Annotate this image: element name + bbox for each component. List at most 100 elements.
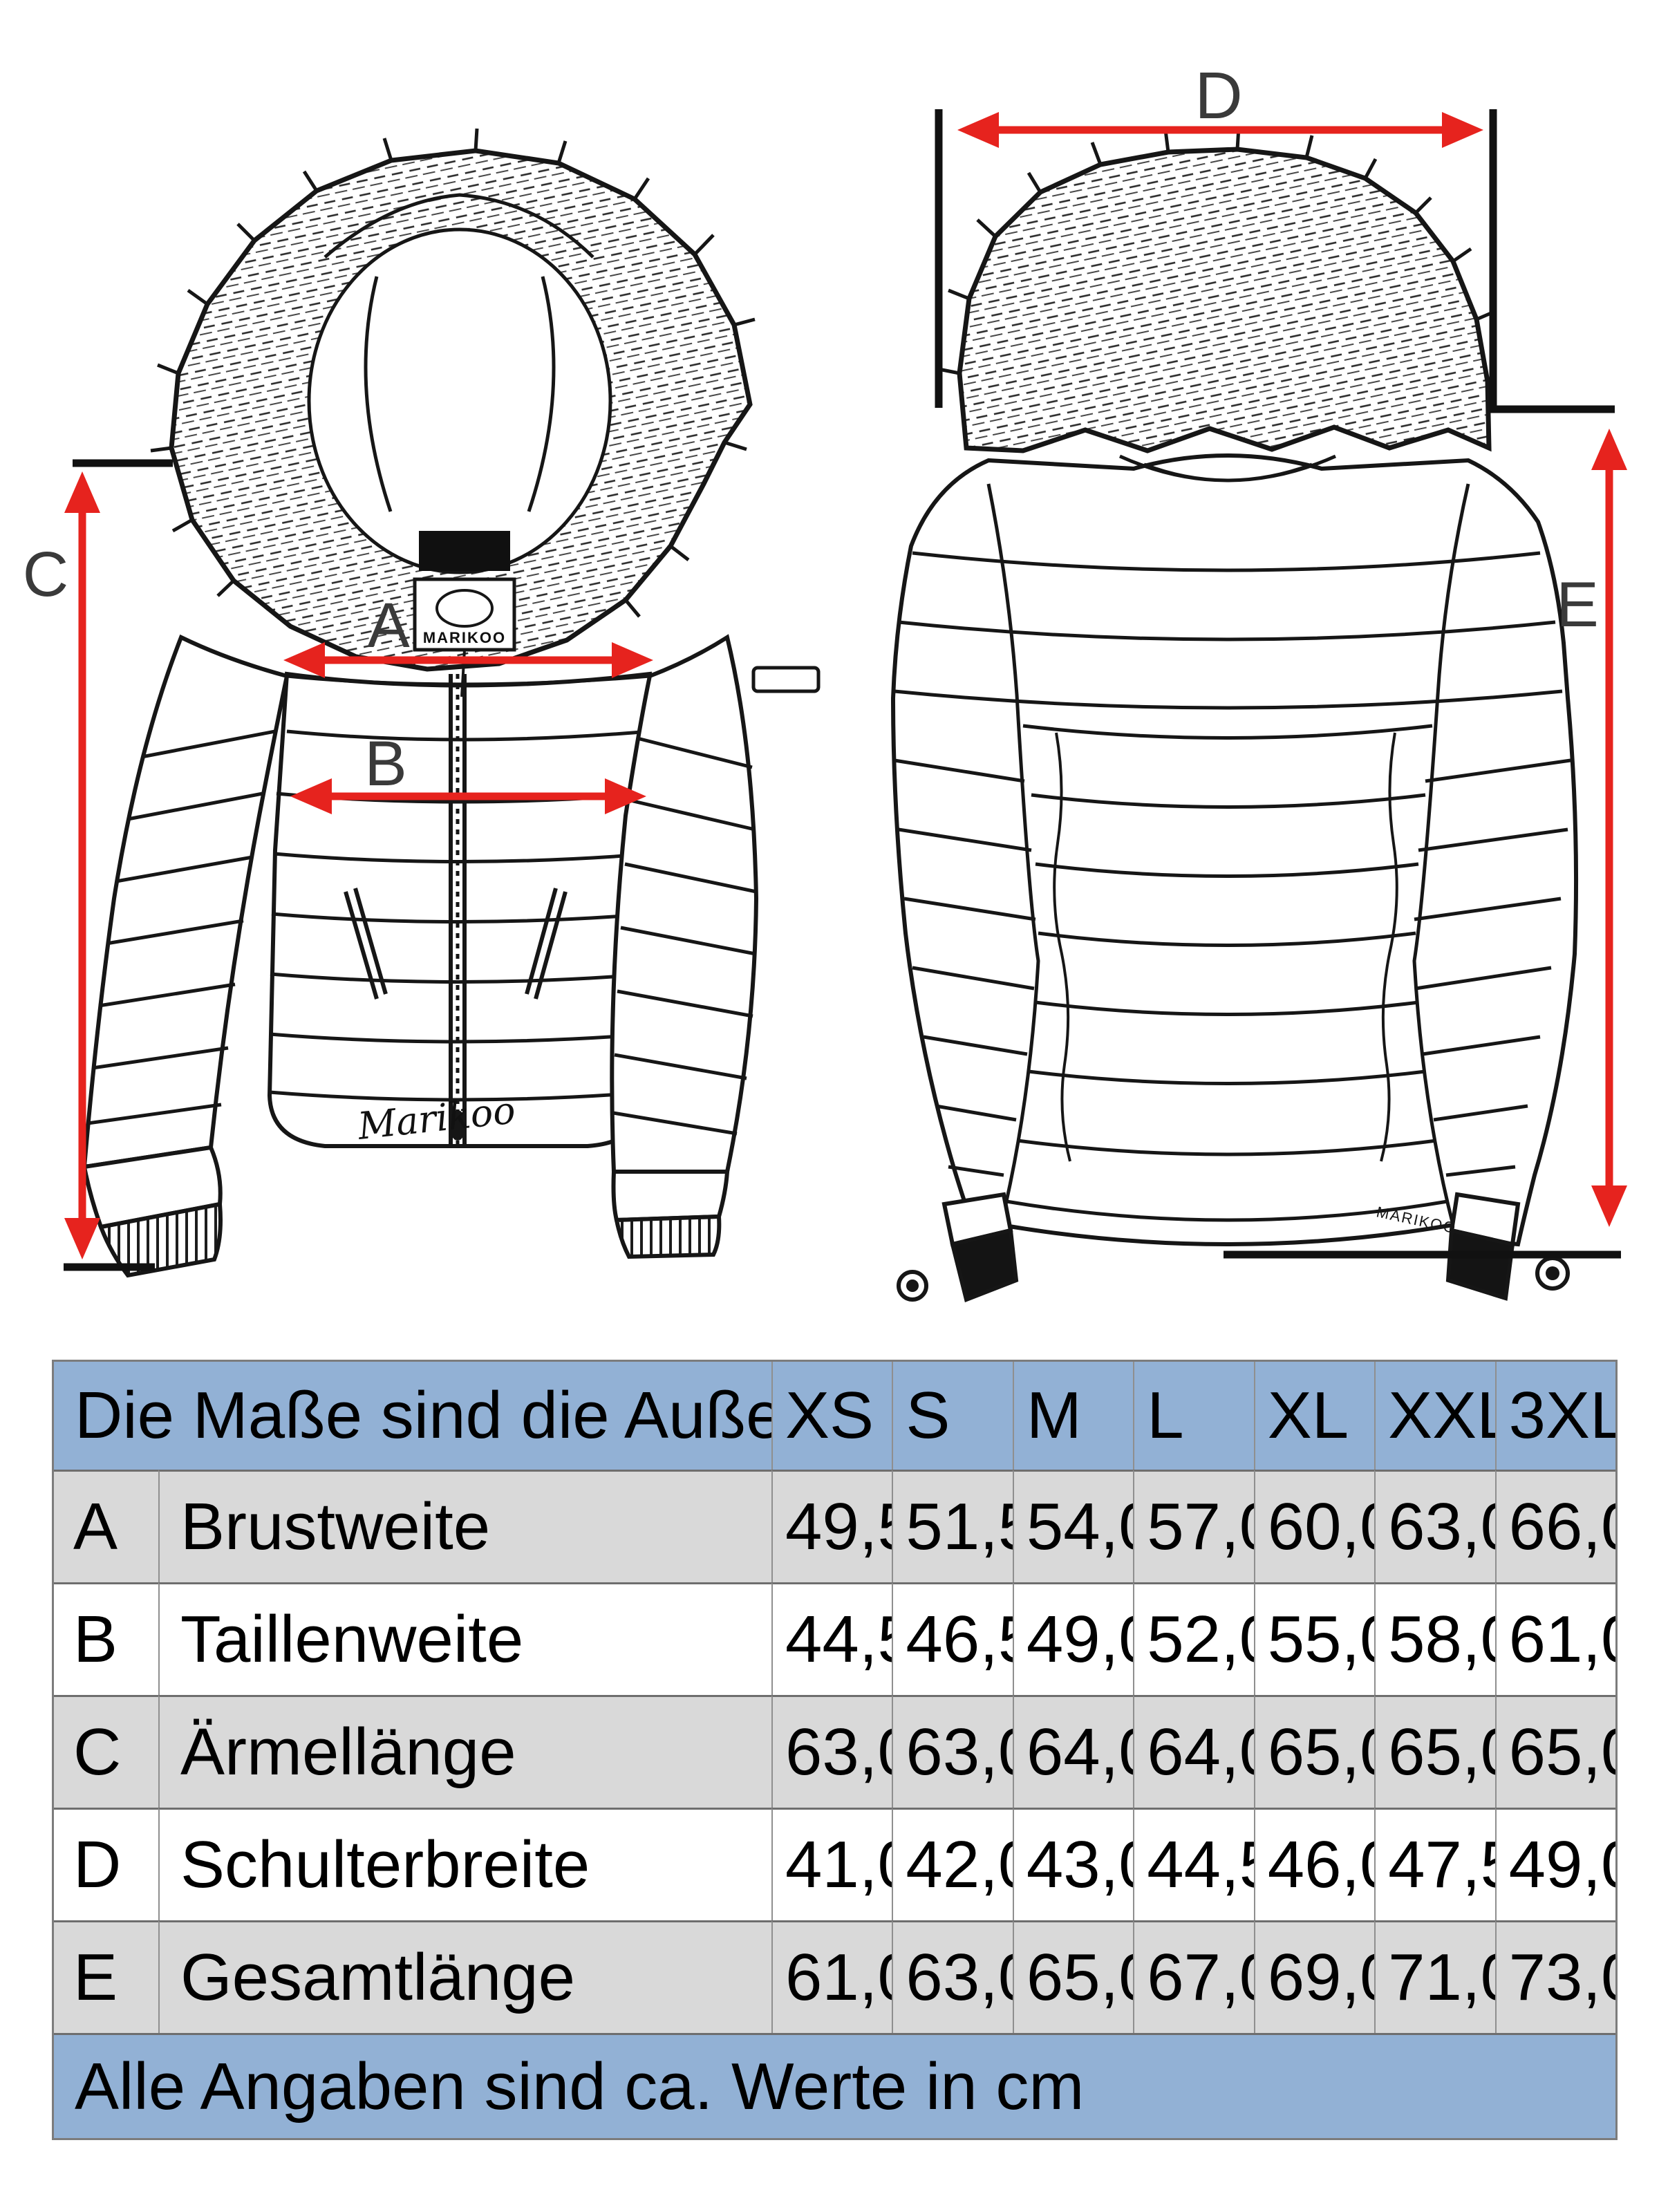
measure-value-cell: 47,5 xyxy=(1374,1808,1495,1920)
measure-label-a: A xyxy=(367,590,410,661)
back-fur-hood xyxy=(957,147,1492,453)
measure-value-cell: 63,0 xyxy=(892,1920,1013,2033)
arrow-a xyxy=(283,642,653,678)
table-footer-note: Alle Angaben sind ca. Werte in cm xyxy=(54,2033,1615,2138)
measure-value-cell: 64,0 xyxy=(1133,1695,1254,1808)
arrow-c xyxy=(64,471,100,1259)
front-right-sleeve-quilt xyxy=(612,736,757,1136)
front-right-cuff-rib xyxy=(614,1214,722,1259)
measure-value-cell: 49,0 xyxy=(1494,1808,1615,1920)
measure-value-cell: 58,0 xyxy=(1374,1582,1495,1695)
measure-name-cell: Brustweite xyxy=(158,1470,771,1582)
collar-brand-text: MARIKOO xyxy=(423,629,506,646)
back-jacket-drawing: MARIKOO xyxy=(890,126,1579,1303)
measure-name-cell: Ärmellänge xyxy=(158,1695,771,1808)
measure-value-cell: 63,0 xyxy=(892,1695,1013,1808)
diagram-svg: Marikoo MARIKOO xyxy=(23,59,1627,1303)
measure-value-cell: 51,5 xyxy=(892,1470,1013,1582)
size-header-m: M xyxy=(1012,1362,1134,1470)
measure-key-cell: A xyxy=(54,1470,158,1582)
front-left-sleeve xyxy=(82,634,290,1170)
measure-key-cell: B xyxy=(54,1582,158,1695)
size-header-s: S xyxy=(892,1362,1013,1470)
measure-value-cell: 44,5 xyxy=(771,1582,892,1695)
back-right-cuff-dark xyxy=(1445,1228,1515,1301)
jacket-measurement-diagram: Marikoo MARIKOO xyxy=(23,59,1627,1303)
measure-value-cell: 73,0 xyxy=(1494,1920,1615,2033)
measure-label-c: C xyxy=(23,539,68,610)
back-side-seams xyxy=(1053,732,1398,1162)
measure-name-cell: Taillenweite xyxy=(158,1582,771,1695)
front-fur-spikes xyxy=(150,128,756,618)
measure-value-cell: 54,0 xyxy=(1012,1470,1134,1582)
measure-value-cell: 61,0 xyxy=(1494,1582,1615,1695)
back-quilt-lines xyxy=(894,551,1563,1156)
front-body xyxy=(267,671,655,1148)
front-jacket-drawing: Marikoo MARIKOO xyxy=(82,128,821,1278)
collar-brand-label: MARIKOO xyxy=(413,531,516,697)
measure-value-cell: 43,0 xyxy=(1012,1808,1134,1920)
measure-value-cell: 64,0 xyxy=(1012,1695,1134,1808)
bracket-d-right xyxy=(1489,109,1615,413)
measure-value-cell: 44,5 xyxy=(1133,1808,1254,1920)
table-header-title: Die Maße sind die Außenmaße xyxy=(54,1362,771,1470)
hood-opening xyxy=(307,227,612,574)
measure-name-cell: Gesamtlänge xyxy=(158,1920,771,2033)
front-left-sleeve-quilt xyxy=(87,729,276,1125)
pocket-zips xyxy=(344,888,568,1000)
measure-label-e: E xyxy=(1556,570,1598,640)
measure-value-cell: 49,0 xyxy=(1012,1582,1134,1695)
measure-label-b: B xyxy=(364,729,406,799)
measure-label-d: D xyxy=(1194,59,1242,133)
measure-value-cell: 55,0 xyxy=(1253,1582,1375,1695)
back-hem-band xyxy=(1006,1199,1448,1222)
measure-name-cell: Schulterbreite xyxy=(158,1808,771,1920)
measure-key-cell: D xyxy=(54,1808,158,1920)
size-header-3xl: 3XL xyxy=(1494,1362,1615,1470)
hood-inner-folds xyxy=(324,193,594,512)
measure-value-cell: 46,0 xyxy=(1253,1808,1375,1920)
measure-value-cell: 42,0 xyxy=(892,1808,1013,1920)
measure-value-cell: 65,0 xyxy=(1374,1695,1495,1808)
measure-value-cell: 57,0 xyxy=(1133,1470,1254,1582)
measure-value-cell: 71,0 xyxy=(1374,1920,1495,2033)
measure-value-cell: 61,0 xyxy=(771,1920,892,2033)
arrow-d xyxy=(957,112,1483,148)
front-right-cuff xyxy=(611,1170,730,1223)
measure-key-cell: E xyxy=(54,1920,158,2033)
measure-key-cell: C xyxy=(54,1695,158,1808)
back-sleeve-quilt-right xyxy=(1414,758,1571,1177)
size-header-l: L xyxy=(1133,1362,1254,1470)
measure-value-cell: 60,0 xyxy=(1253,1470,1375,1582)
measure-brackets xyxy=(64,109,1621,1271)
back-fur-spikes xyxy=(938,126,1497,375)
measure-arrows xyxy=(64,112,1627,1259)
cuff-snap-buttons xyxy=(897,1256,1570,1302)
back-left-cuff-dark xyxy=(950,1228,1019,1303)
measure-value-cell: 41,0 xyxy=(771,1808,892,1920)
measure-value-cell: 63,0 xyxy=(1374,1470,1495,1582)
back-sleeve-quilt-left xyxy=(894,758,1036,1177)
size-table: Die Maße sind die Außenmaße XS S M L XL … xyxy=(52,1360,1618,2140)
measure-value-cell: 66,0 xyxy=(1494,1470,1615,1582)
measure-value-cell: 63,0 xyxy=(771,1695,892,1808)
measure-value-cell: 46,5 xyxy=(892,1582,1013,1695)
measure-value-cell: 49,5 xyxy=(771,1470,892,1582)
arrow-e xyxy=(1591,429,1627,1227)
front-left-cuff-rib xyxy=(97,1201,223,1278)
back-collar-curves xyxy=(1118,454,1337,482)
measure-value-cell: 65,0 xyxy=(1012,1920,1134,2033)
size-header-xxl: XXL xyxy=(1374,1362,1495,1470)
measure-value-cell: 69,0 xyxy=(1253,1920,1375,2033)
size-header-xs: XS xyxy=(771,1362,892,1470)
measure-value-cell: 65,0 xyxy=(1494,1695,1615,1808)
measure-value-cell: 67,0 xyxy=(1133,1920,1254,2033)
chest-patch xyxy=(751,666,821,693)
measure-value-cell: 65,0 xyxy=(1253,1695,1375,1808)
arrow-b xyxy=(290,778,646,814)
size-header-xl: XL xyxy=(1253,1362,1375,1470)
measure-value-cell: 52,0 xyxy=(1133,1582,1254,1695)
back-armhole-seams xyxy=(986,483,1470,1226)
back-silhouette xyxy=(890,453,1579,1247)
